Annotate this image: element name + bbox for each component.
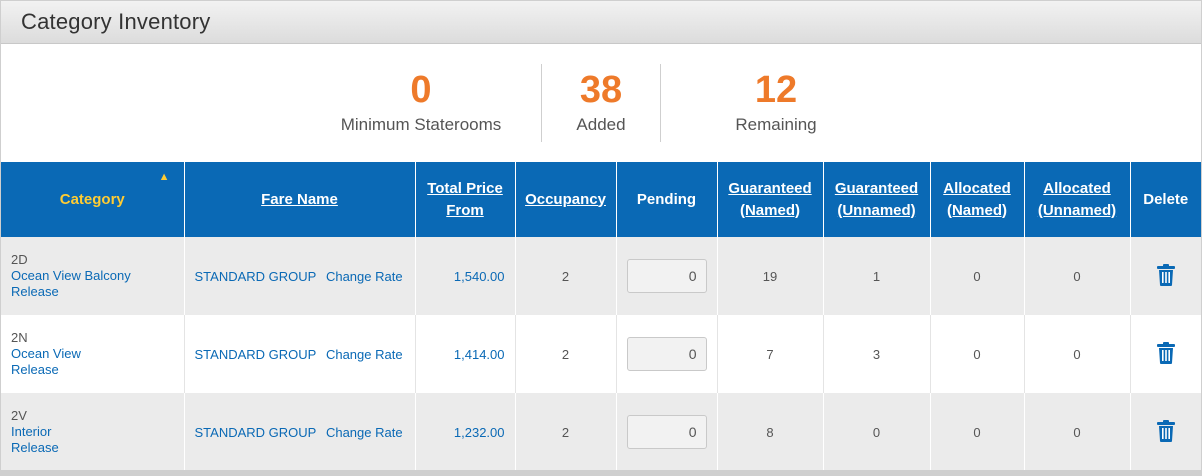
column-label[interactable]: (Named) [739,201,800,219]
category-name-link[interactable]: Interior [11,424,52,439]
category-code: 2D [11,252,28,267]
category-code: 2V [11,408,27,423]
total-price-cell: 1,540.00 [415,237,516,315]
column-header-category[interactable]: ▲ Category [1,162,185,237]
fare-name-cell: STANDARD GROUP Change Rate [184,315,416,393]
pending-cell [616,315,718,393]
allocated-named-cell: 0 [930,315,1025,393]
column-label[interactable]: Fare Name [261,190,338,208]
column-label[interactable]: Total Price [427,179,503,197]
fare-name-cell: STANDARD GROUP Change Rate [184,393,416,471]
column-label[interactable]: (Unnamed) [837,201,916,219]
column-header-delete: Delete [1130,162,1201,237]
allocated-unnamed-cell: 0 [1024,315,1131,393]
total-price-cell: 1,232.00 [415,393,516,471]
column-label[interactable]: Occupancy [525,190,606,208]
delete-cell [1130,315,1201,393]
column-header-fare-name[interactable]: Fare Name [184,162,416,237]
occupancy-cell: 2 [515,315,617,393]
stat-remaining: 12 Remaining [691,66,861,136]
trash-icon[interactable] [1156,341,1175,367]
occupancy-cell: 2 [515,237,617,315]
pending-cell [616,393,718,471]
category-name-link[interactable]: Ocean View [11,346,81,361]
guaranteed-named-cell: 7 [717,315,824,393]
allocated-named-cell: 0 [930,393,1025,471]
category-cell: 2D Ocean View Balcony Release [1,237,185,315]
total-price-cell: 1,414.00 [415,315,516,393]
trash-icon[interactable] [1156,419,1175,445]
column-header-allocated-unnamed[interactable]: Allocated (Unnamed) [1024,162,1131,237]
column-label[interactable]: Allocated [943,179,1011,197]
fare-name: STANDARD GROUP [194,424,317,440]
sort-ascending-icon: ▲ [158,171,170,183]
allocated-named-cell: 0 [930,237,1025,315]
trash-icon[interactable] [1156,263,1175,289]
column-header-total-price[interactable]: Total Price From [415,162,516,237]
panel-header: Category Inventory [1,1,1201,44]
stat-label: Added [576,115,626,134]
change-rate-link[interactable]: Change Rate [325,346,403,362]
pending-input[interactable] [626,415,707,449]
column-header-pending: Pending [616,162,718,237]
stat-minimum-staterooms: 0 Minimum Staterooms [321,66,521,136]
stat-value: 12 [754,69,798,111]
stat-added: 38 Added [542,66,660,136]
pending-input[interactable] [626,259,707,293]
guaranteed-unnamed-cell: 0 [823,393,931,471]
occupancy-cell: 2 [515,393,617,471]
table-row: 2N Ocean View Release STANDARD GROUP Cha… [1,315,1201,393]
fare-name: STANDARD GROUP [194,346,317,362]
divider [541,64,542,142]
column-label[interactable]: (Unnamed) [1037,201,1117,219]
stat-label: Remaining [735,115,817,134]
allocated-unnamed-cell: 0 [1024,237,1131,315]
delete-cell [1130,237,1201,315]
column-label[interactable]: Guaranteed [834,179,919,197]
guaranteed-unnamed-cell: 3 [823,315,931,393]
inventory-summary: 0 Minimum Staterooms 38 Added 12 Remaini… [1,44,1201,162]
column-header-guaranteed-named[interactable]: Guaranteed (Named) [717,162,824,237]
category-status-link[interactable]: Release [11,284,59,299]
scroll-edge [1,470,1201,475]
column-label[interactable]: (Named) [946,201,1007,219]
fare-name-cell: STANDARD GROUP Change Rate [184,237,416,315]
stat-label: Minimum Staterooms [340,115,502,134]
column-label: Pending [636,190,697,208]
column-label[interactable]: Allocated [1043,179,1111,197]
table-header-row: ▲ Category Fare Name Total Price From Oc… [1,162,1201,237]
column-header-guaranteed-unnamed[interactable]: Guaranteed (Unnamed) [823,162,931,237]
category-inventory-table: ▲ Category Fare Name Total Price From Oc… [1,162,1201,471]
column-label[interactable]: Category [59,190,125,208]
category-status-link[interactable]: Release [11,440,59,455]
category-code: 2N [11,330,28,345]
table-row: 2D Ocean View Balcony Release STANDARD G… [1,237,1201,315]
allocated-unnamed-cell: 0 [1024,393,1131,471]
column-label: Delete [1143,190,1189,208]
panel-title: Category Inventory [21,9,211,34]
divider [660,64,661,142]
fare-name: STANDARD GROUP [194,268,317,284]
category-cell: 2N Ocean View Release [1,315,185,393]
category-status-link[interactable]: Release [11,362,59,377]
stat-value: 0 [410,69,432,111]
column-label[interactable]: Guaranteed [728,179,812,197]
table-row: 2V Interior Release STANDARD GROUP Chang… [1,393,1201,471]
guaranteed-unnamed-cell: 1 [823,237,931,315]
column-header-occupancy[interactable]: Occupancy [515,162,617,237]
column-label[interactable]: From [446,201,484,219]
stat-value: 38 [579,69,623,111]
change-rate-link[interactable]: Change Rate [325,424,403,440]
guaranteed-named-cell: 8 [717,393,824,471]
delete-cell [1130,393,1201,471]
pending-cell [616,237,718,315]
guaranteed-named-cell: 19 [717,237,824,315]
pending-input[interactable] [626,337,707,371]
category-cell: 2V Interior Release [1,393,185,471]
category-name-link[interactable]: Ocean View Balcony [11,268,131,283]
column-header-allocated-named[interactable]: Allocated (Named) [930,162,1025,237]
change-rate-link[interactable]: Change Rate [325,268,403,284]
